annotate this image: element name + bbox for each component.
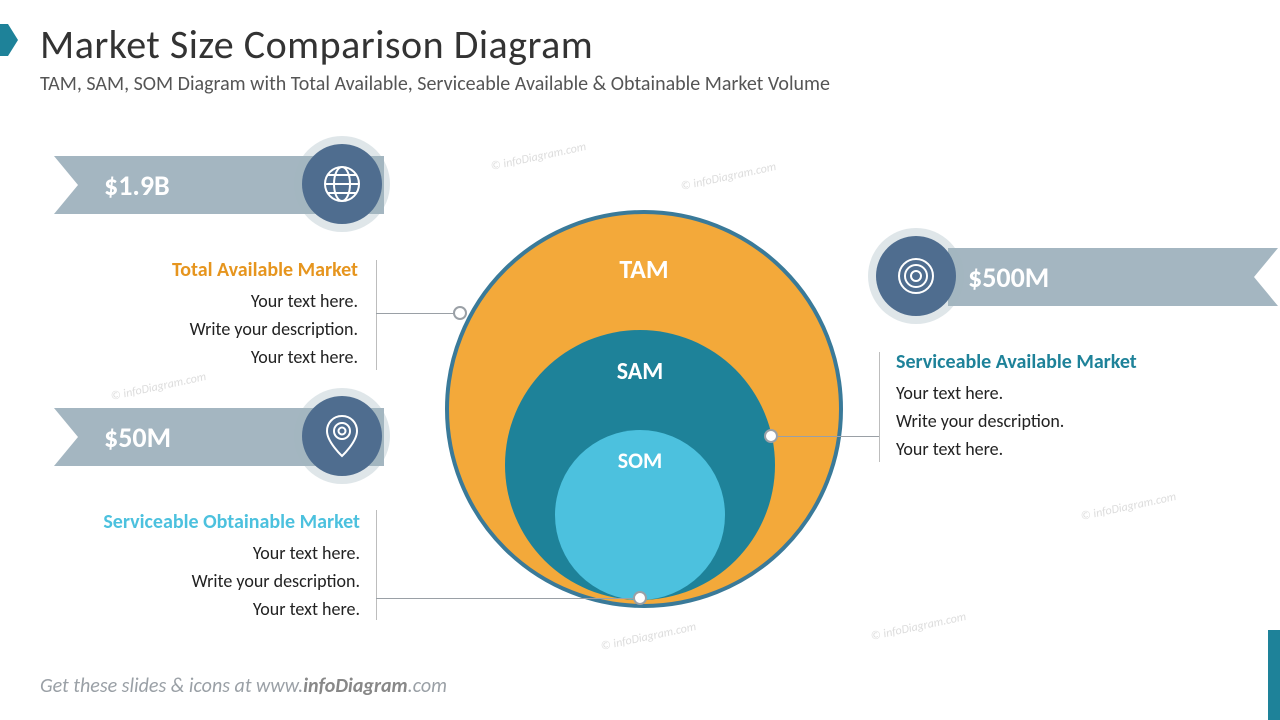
tam-text-block: Total Available Market Your text here. W… — [98, 258, 358, 372]
globe-icon — [302, 144, 382, 224]
pin-target-icon — [302, 396, 382, 476]
som-text-block: Serviceable Obtainable Market Your text … — [60, 510, 360, 624]
som-leader — [376, 598, 640, 599]
watermark: © infoDiagram.com — [110, 370, 208, 404]
sam-separator — [879, 352, 880, 462]
sam-heading: Serviceable Available Market — [896, 350, 1196, 374]
corner-accent — [1268, 630, 1280, 720]
watermark: © infoDiagram.com — [490, 140, 588, 174]
som-body: Your text here. Write your description. … — [60, 540, 360, 624]
watermark: © infoDiagram.com — [680, 160, 778, 194]
tam-value: $1.9B — [104, 168, 170, 203]
tam-leader-dot — [453, 306, 467, 320]
som-circle: SOM — [555, 430, 725, 600]
title-accent-bar — [0, 24, 8, 56]
page-subtitle: TAM, SAM, SOM Diagram with Total Availab… — [40, 72, 830, 96]
tam-icon-disc — [302, 144, 382, 224]
som-value: $50M — [104, 420, 171, 455]
page-title: Market Size Comparison Diagram — [40, 20, 593, 69]
som-leader-dot — [633, 591, 647, 605]
sam-value-ribbon: $500M — [948, 248, 1278, 306]
footer-text: Get these slides & icons at www.infoDiag… — [40, 674, 447, 698]
slide: Market Size Comparison Diagram TAM, SAM,… — [0, 0, 1280, 720]
som-heading: Serviceable Obtainable Market — [60, 510, 360, 534]
tam-separator — [376, 260, 377, 370]
sam-value: $500M — [968, 260, 1049, 295]
sam-body: Your text here. Write your description. … — [896, 380, 1196, 464]
tam-body: Your text here. Write your description. … — [98, 288, 358, 372]
watermark: © infoDiagram.com — [870, 610, 968, 644]
watermark: © infoDiagram.com — [1080, 490, 1178, 524]
tam-leader — [376, 313, 460, 314]
title-accent-notch — [8, 24, 18, 56]
sam-leader — [771, 436, 879, 437]
som-separator — [376, 510, 377, 620]
target-icon — [876, 236, 956, 316]
som-circle-label: SOM — [618, 447, 663, 600]
sam-text-block: Serviceable Available Market Your text h… — [896, 350, 1196, 464]
sam-leader-dot — [764, 429, 778, 443]
sam-icon-disc — [876, 236, 956, 316]
watermark: © infoDiagram.com — [600, 620, 698, 654]
tam-heading: Total Available Market — [98, 258, 358, 282]
som-icon-disc — [302, 396, 382, 476]
